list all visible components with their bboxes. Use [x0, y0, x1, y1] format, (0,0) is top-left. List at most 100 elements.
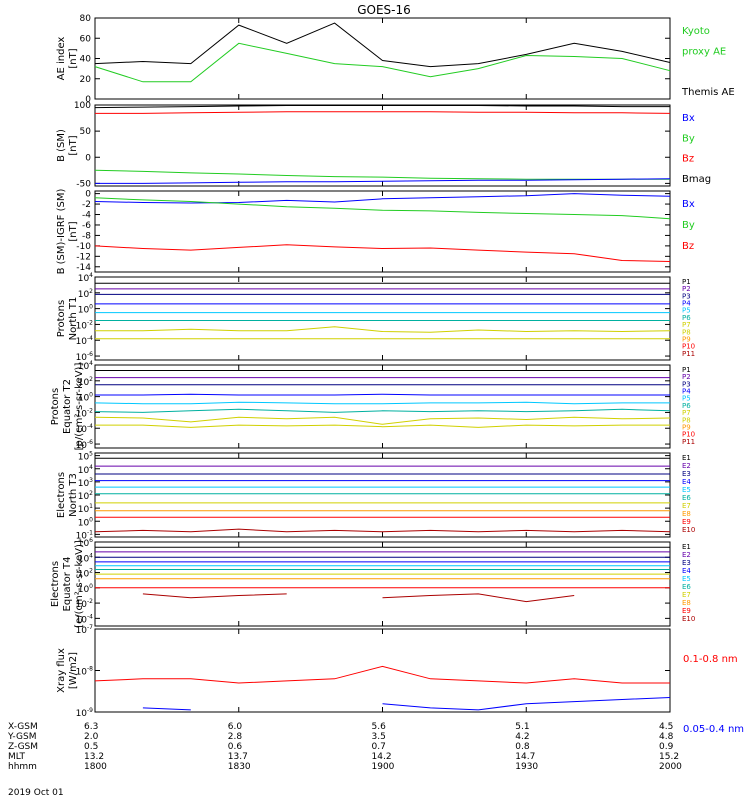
panel-frame-eequator	[94, 541, 671, 627]
legend-entry: P9	[682, 423, 691, 431]
y-axis-label: Equator T4	[62, 557, 73, 612]
y-axis-label: [nT]	[68, 135, 79, 155]
footer-value: 0.5	[84, 742, 99, 752]
legend-entry: E10	[682, 526, 695, 534]
footer-value: 3.5	[371, 732, 386, 742]
y-axis-label: Protons	[50, 388, 61, 425]
y-tick-label: -50	[76, 179, 91, 189]
footer-value: 5.6	[371, 722, 386, 732]
footer-value: 5.1	[515, 722, 530, 732]
y-axis-label: [nT]	[68, 221, 79, 241]
series-line	[94, 193, 671, 204]
legend-entry: E6	[682, 494, 691, 502]
legend-entry: E7	[682, 502, 691, 510]
legend-entry: E8	[682, 510, 691, 518]
y-axis-label: B (SM)-IGRF (SM)	[56, 189, 67, 275]
y-axis-label: [e/(cm²-s-sr-keV)]	[74, 540, 85, 628]
footer-row-label: Z-GSM	[8, 742, 39, 752]
y-axis-label: Electrons	[50, 561, 61, 607]
legend-entry: E3	[682, 470, 691, 478]
legend-entry: E2	[682, 551, 691, 559]
series-line	[94, 244, 671, 262]
y-tick-label: -2	[82, 200, 91, 210]
footer-value: 13.7	[227, 752, 248, 762]
legend-entry: P5	[682, 395, 691, 403]
y-axis-label: Xray flux	[56, 648, 67, 693]
legend-entry: P11	[682, 438, 695, 446]
legend-entry: P10	[682, 343, 695, 351]
legend-entry: P8	[682, 416, 691, 424]
y-tick-label: 0	[85, 95, 91, 105]
footer-value: 13.2	[84, 752, 105, 762]
footer-value: 6.3	[84, 722, 99, 732]
footer-row-label: MLT	[8, 752, 26, 762]
y-tick-label: 80	[80, 14, 92, 24]
legend-entry: P1	[682, 366, 691, 374]
y-axis-label: [nT]	[68, 48, 79, 68]
legend-entry: Themis AE	[681, 87, 735, 98]
legend-entry: Bz	[682, 154, 694, 165]
ephemeris-footer: 2019 Oct 01 X-GSM 6.3 6.0 5.6 5.1 4.5 Y-GSM 2.0…	[0, 722, 750, 800]
legend-entry: P2	[682, 285, 691, 293]
y-tick-label: 105	[78, 451, 93, 463]
legend-entry: P9	[682, 335, 691, 343]
footer-row-label: X-GSM	[8, 722, 38, 732]
y-tick-label: 100	[78, 516, 93, 528]
footer-value: 2.8	[227, 732, 243, 742]
y-tick-label: -10	[76, 242, 91, 252]
footer-value: 4.2	[515, 732, 530, 742]
footer-value: 1900	[371, 762, 395, 772]
y-tick-label: 20	[80, 75, 92, 85]
legend-entry: P7	[682, 321, 691, 329]
footer-value: 4.5	[659, 722, 674, 732]
legend-entry: E5	[682, 486, 691, 494]
series-line	[94, 408, 671, 413]
y-tick-label: 104	[78, 272, 93, 284]
y-tick-label: -6	[82, 221, 91, 231]
footer-value: 1830	[227, 762, 251, 772]
legend-entry: P4	[682, 300, 691, 308]
y-tick-label: 50	[80, 127, 92, 137]
footer-value: 2000	[659, 762, 682, 772]
legend-entry: E3	[682, 559, 691, 567]
legend-entry: By	[682, 133, 695, 144]
panel-ae: 0 20 40 60 80 AE index [nT] Kyoto proxy AE Themis…	[56, 14, 735, 105]
y-tick-label: 100	[74, 101, 91, 111]
y-axis-label: [W/m2]	[68, 652, 79, 689]
legend-entry: P4	[682, 388, 691, 396]
series-line	[95, 393, 670, 396]
legend-entry: P7	[682, 409, 691, 417]
plot-title: GOES-16	[357, 3, 411, 17]
footer-row-label: Y-GSM	[8, 732, 37, 742]
series-line	[95, 178, 671, 184]
series-line	[95, 111, 671, 114]
legend-entry: E1	[682, 543, 691, 551]
footer-date: 2019 Oct 01	[8, 788, 64, 798]
legend-entry: Bx	[682, 113, 695, 124]
series-line	[143, 593, 670, 601]
legend-entry: E7	[682, 591, 691, 599]
series-line	[95, 424, 670, 428]
panel-bigrf: 0-2-4-6-8-10-12-14 B (SM)-IGRF (SM) [nT] Bx…	[56, 189, 695, 275]
legend-entry: 0.05-0.4 nm	[683, 724, 744, 735]
y-tick-label: 100	[78, 304, 93, 316]
y-tick-label: 102	[78, 490, 93, 502]
footer-value: 2.0	[84, 732, 99, 742]
legend-entry: Bz	[682, 241, 694, 252]
panel-frame-xray	[94, 628, 671, 713]
y-tick-label: 102	[78, 288, 93, 300]
footer-value: 14.2	[371, 752, 392, 762]
series-line	[94, 416, 671, 425]
y-tick-label: -8	[82, 231, 91, 241]
y-tick-label: 104	[78, 464, 93, 476]
legend-entry: E2	[682, 462, 691, 470]
legend-entry: By	[682, 220, 695, 231]
legend-entry: Bmag	[682, 174, 711, 185]
series-line	[94, 401, 670, 405]
legend-entry: P10	[682, 431, 695, 439]
legend-entry: P2	[682, 373, 691, 381]
y-tick-label: 10-7	[76, 624, 94, 636]
legend-entry: E9	[682, 607, 691, 615]
